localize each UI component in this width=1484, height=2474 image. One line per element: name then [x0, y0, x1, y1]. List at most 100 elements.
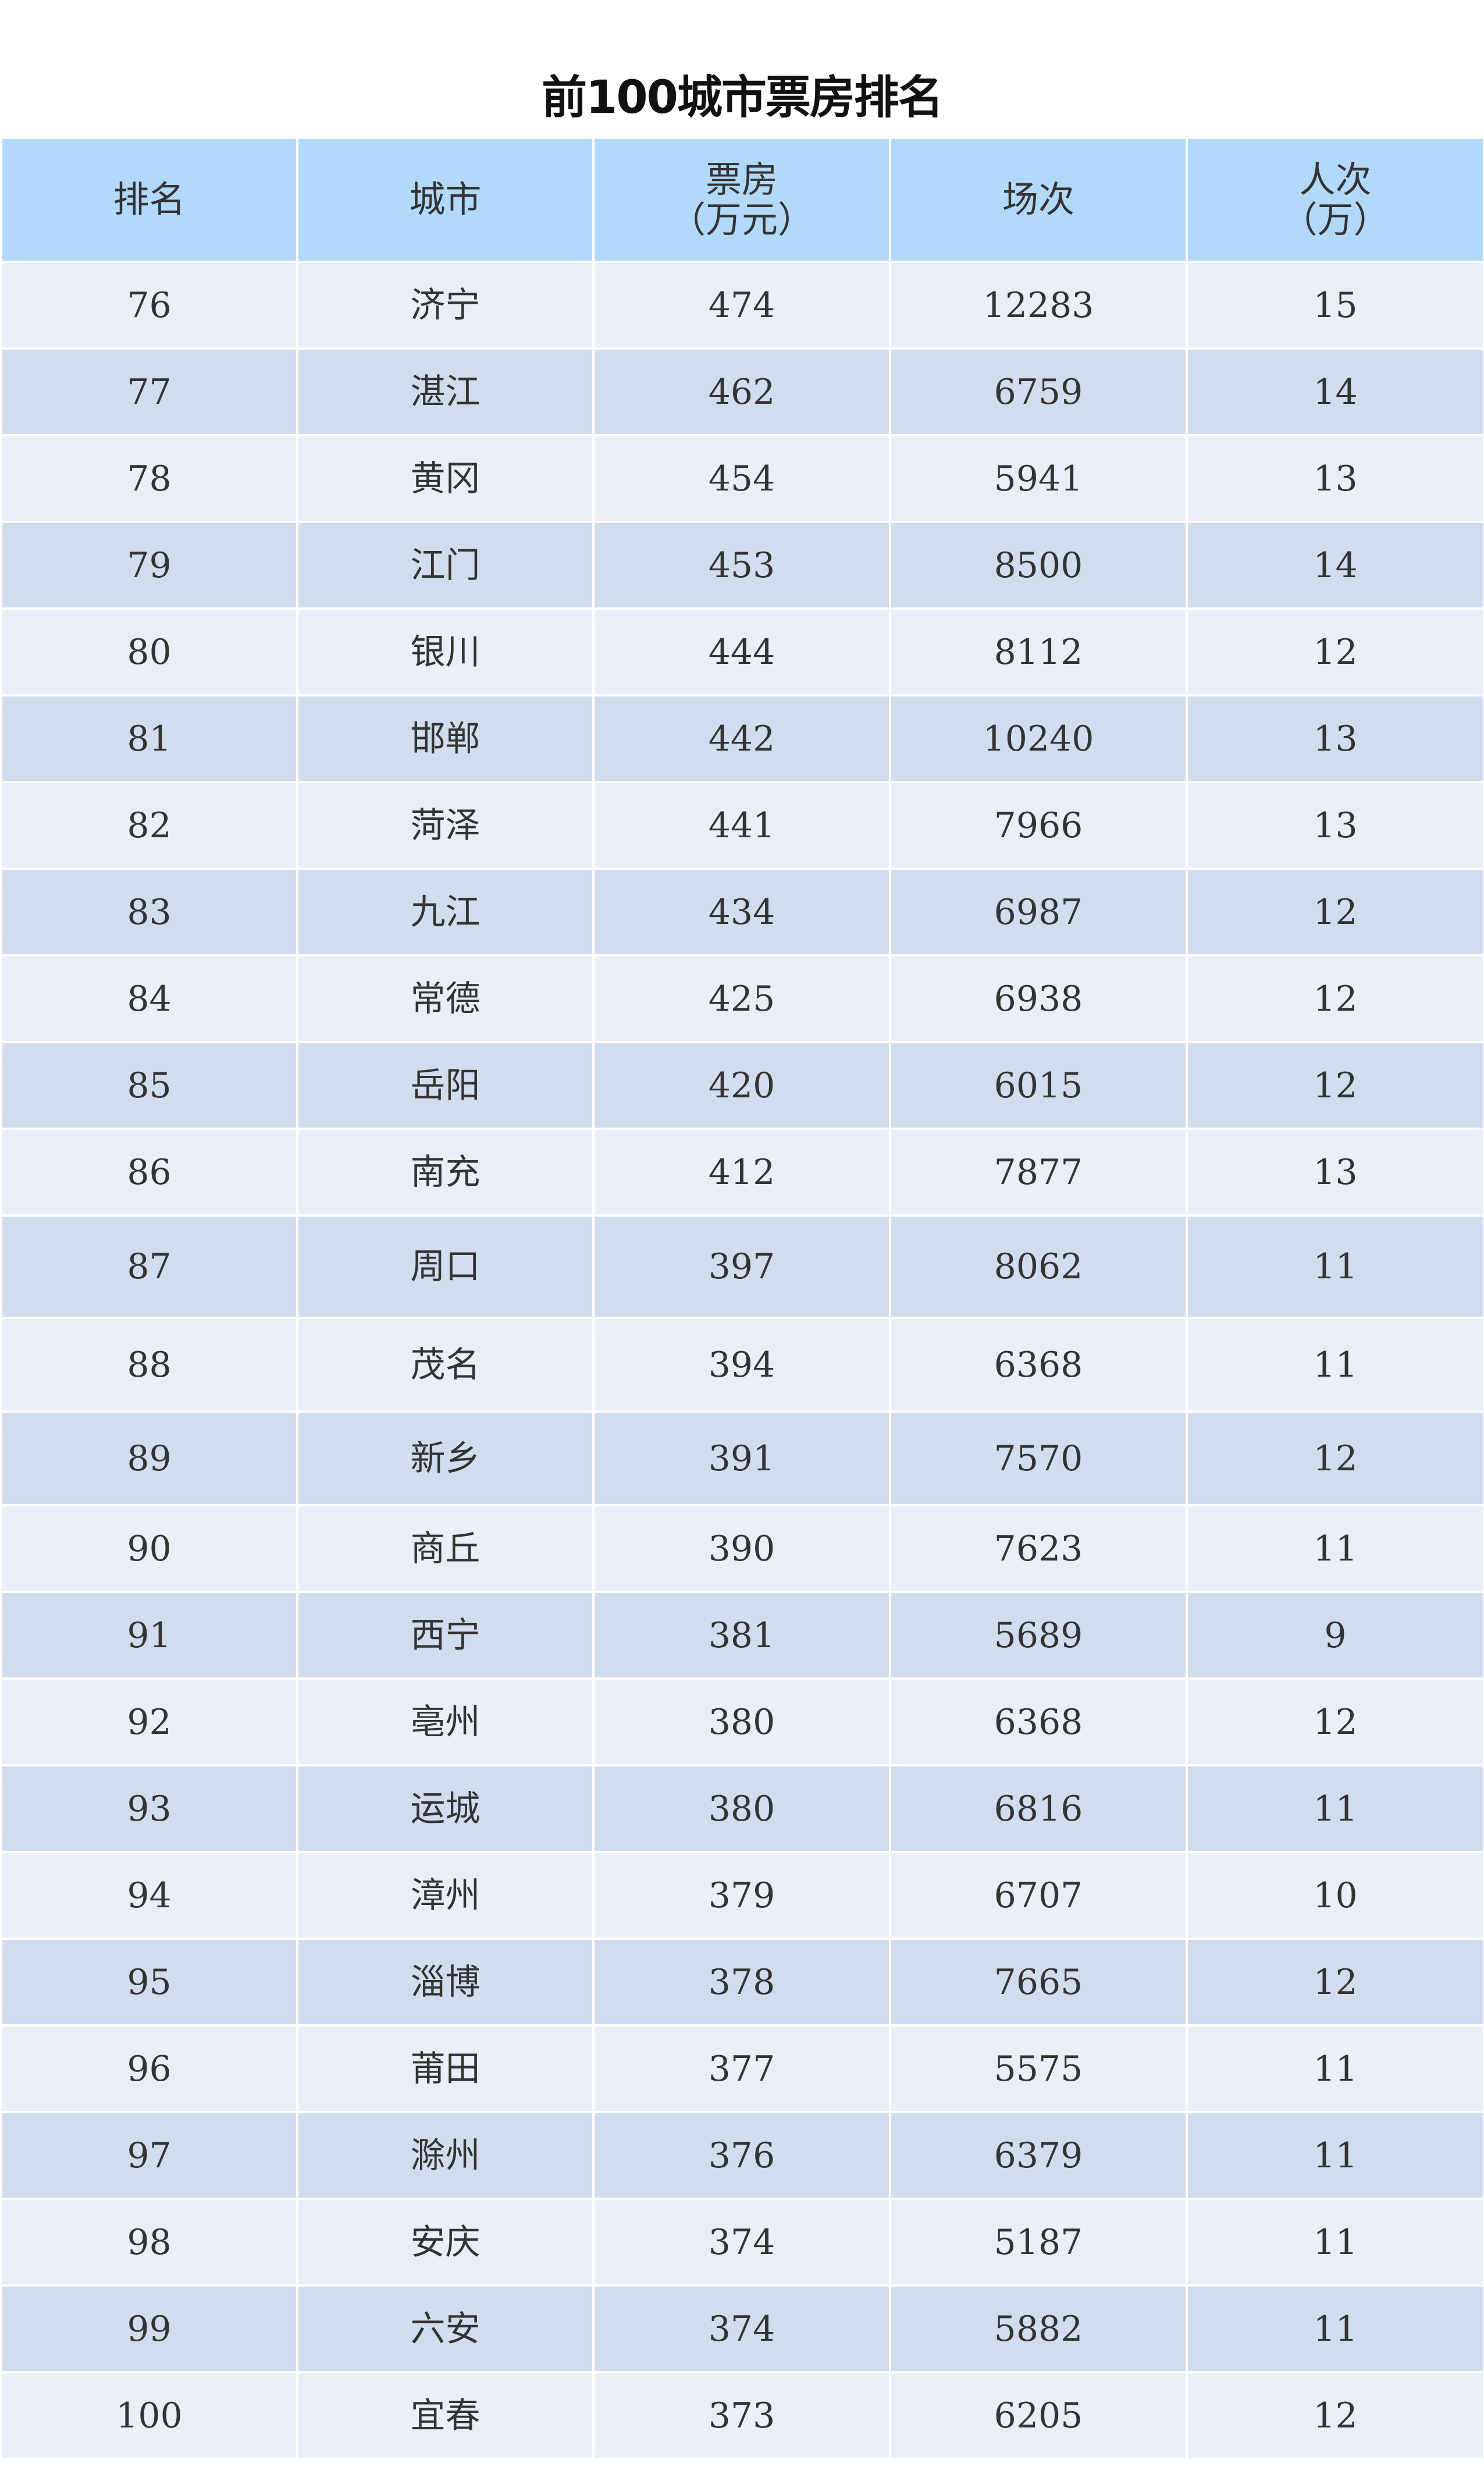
rank-cell: 83 [2, 870, 296, 954]
attendance-cell: 12 [1188, 870, 1483, 954]
header-rank: 排名 [2, 139, 296, 261]
table-row: 78 黄冈 454 5941 13 [2, 436, 1483, 521]
box-office-cell: 454 [595, 436, 889, 521]
rank-cell: 78 [2, 436, 296, 521]
box-office-cell: 374 [595, 2287, 889, 2371]
rank-cell: 95 [2, 1940, 296, 2024]
attendance-cell: 12 [1188, 1413, 1483, 1504]
rank-cell: 93 [2, 1766, 296, 1851]
header-label: 排名 [113, 178, 186, 221]
table-row: 96 莆田 377 5575 11 [2, 2027, 1483, 2111]
attendance-cell: 11 [1188, 1506, 1483, 1591]
box-office-cell: 453 [595, 523, 889, 607]
screenings-cell: 6205 [891, 2373, 1186, 2458]
attendance-cell: 13 [1188, 1130, 1483, 1214]
city-cell: 莆田 [298, 2027, 592, 2111]
attendance-cell: 11 [1188, 2287, 1483, 2371]
screenings-cell: 6368 [891, 1680, 1186, 1764]
rank-cell: 97 [2, 2113, 296, 2198]
rank-cell: 76 [2, 263, 296, 347]
rank-cell: 90 [2, 1506, 296, 1591]
rank-cell: 96 [2, 2027, 296, 2111]
ranking-table: 排名 城市 票房 （万元） 场次 人次 （万） 76 济宁 474 12283 15 77 湛江… [2, 139, 1483, 2458]
table-row: 82 菏泽 441 7966 13 [2, 783, 1483, 868]
city-cell: 湛江 [298, 350, 592, 434]
rank-cell: 85 [2, 1043, 296, 1128]
city-cell: 银川 [298, 610, 592, 694]
rank-cell: 94 [2, 1853, 296, 1938]
city-cell: 运城 [298, 1766, 592, 1851]
rank-cell: 87 [2, 1217, 296, 1317]
table-row: 91 西宁 381 5689 9 [2, 1593, 1483, 1677]
table-row: 99 六安 374 5882 11 [2, 2287, 1483, 2371]
header-label: 票房 [705, 158, 778, 201]
table-header: 排名 城市 票房 （万元） 场次 人次 （万） [2, 139, 1483, 261]
city-cell: 滁州 [298, 2113, 592, 2198]
box-office-cell: 474 [595, 263, 889, 347]
header-unit: （万） [1281, 198, 1390, 241]
box-office-cell: 434 [595, 870, 889, 954]
box-office-cell: 394 [595, 1319, 889, 1410]
table-row: 100 宜春 373 6205 12 [2, 2373, 1483, 2458]
page-title: 前100城市票房排名 [542, 72, 944, 124]
screenings-cell: 7877 [891, 1130, 1186, 1214]
screenings-cell: 6379 [891, 2113, 1186, 2198]
screenings-cell: 5575 [891, 2027, 1186, 2111]
city-cell: 宜春 [298, 2373, 592, 2458]
attendance-cell: 12 [1188, 2373, 1483, 2458]
box-office-cell: 374 [595, 2200, 889, 2284]
attendance-cell: 11 [1188, 1217, 1483, 1317]
attendance-cell: 14 [1188, 523, 1483, 607]
screenings-cell: 6015 [891, 1043, 1186, 1128]
box-office-cell: 376 [595, 2113, 889, 2198]
box-office-cell: 390 [595, 1506, 889, 1591]
screenings-cell: 8500 [891, 523, 1186, 607]
box-office-cell: 377 [595, 2027, 889, 2111]
table-row: 83 九江 434 6987 12 [2, 870, 1483, 954]
screenings-cell: 6707 [891, 1853, 1186, 1938]
table-row: 85 岳阳 420 6015 12 [2, 1043, 1483, 1128]
screenings-cell: 5941 [891, 436, 1186, 521]
city-cell: 茂名 [298, 1319, 592, 1410]
header-screenings: 场次 [891, 139, 1186, 261]
box-office-cell: 380 [595, 1680, 889, 1764]
attendance-cell: 13 [1188, 696, 1483, 781]
box-office-cell: 442 [595, 696, 889, 781]
attendance-cell: 11 [1188, 2200, 1483, 2284]
header-label: 场次 [1002, 178, 1074, 221]
attendance-cell: 13 [1188, 436, 1483, 521]
rank-cell: 82 [2, 783, 296, 868]
table-row: 79 江门 453 8500 14 [2, 523, 1483, 607]
box-office-cell: 420 [595, 1043, 889, 1128]
rank-cell: 91 [2, 1593, 296, 1677]
table-row: 84 常德 425 6938 12 [2, 957, 1483, 1041]
city-cell: 济宁 [298, 263, 592, 347]
city-cell: 邯郸 [298, 696, 592, 781]
header-label: 人次 [1299, 158, 1372, 201]
attendance-cell: 11 [1188, 2113, 1483, 2198]
city-cell: 淄博 [298, 1940, 592, 2024]
table-row: 95 淄博 378 7665 12 [2, 1940, 1483, 2024]
city-cell: 新乡 [298, 1413, 592, 1504]
screenings-cell: 5187 [891, 2200, 1186, 2284]
box-office-cell: 412 [595, 1130, 889, 1214]
attendance-cell: 12 [1188, 1940, 1483, 2024]
attendance-cell: 14 [1188, 350, 1483, 434]
box-office-cell: 425 [595, 957, 889, 1041]
screenings-cell: 5882 [891, 2287, 1186, 2371]
table-row: 98 安庆 374 5187 11 [2, 2200, 1483, 2284]
box-office-cell: 397 [595, 1217, 889, 1317]
table-row: 87 周口 397 8062 11 [2, 1217, 1483, 1317]
table-row: 90 商丘 390 7623 11 [2, 1506, 1483, 1591]
rank-cell: 79 [2, 523, 296, 607]
screenings-cell: 12283 [891, 263, 1186, 347]
box-office-cell: 444 [595, 610, 889, 694]
rank-cell: 98 [2, 2200, 296, 2284]
table-row: 76 济宁 474 12283 15 [2, 263, 1483, 347]
city-cell: 常德 [298, 957, 592, 1041]
city-cell: 江门 [298, 523, 592, 607]
table-row: 80 银川 444 8112 12 [2, 610, 1483, 694]
attendance-cell: 11 [1188, 1766, 1483, 1851]
rank-cell: 84 [2, 957, 296, 1041]
table-row: 88 茂名 394 6368 11 [2, 1319, 1483, 1410]
